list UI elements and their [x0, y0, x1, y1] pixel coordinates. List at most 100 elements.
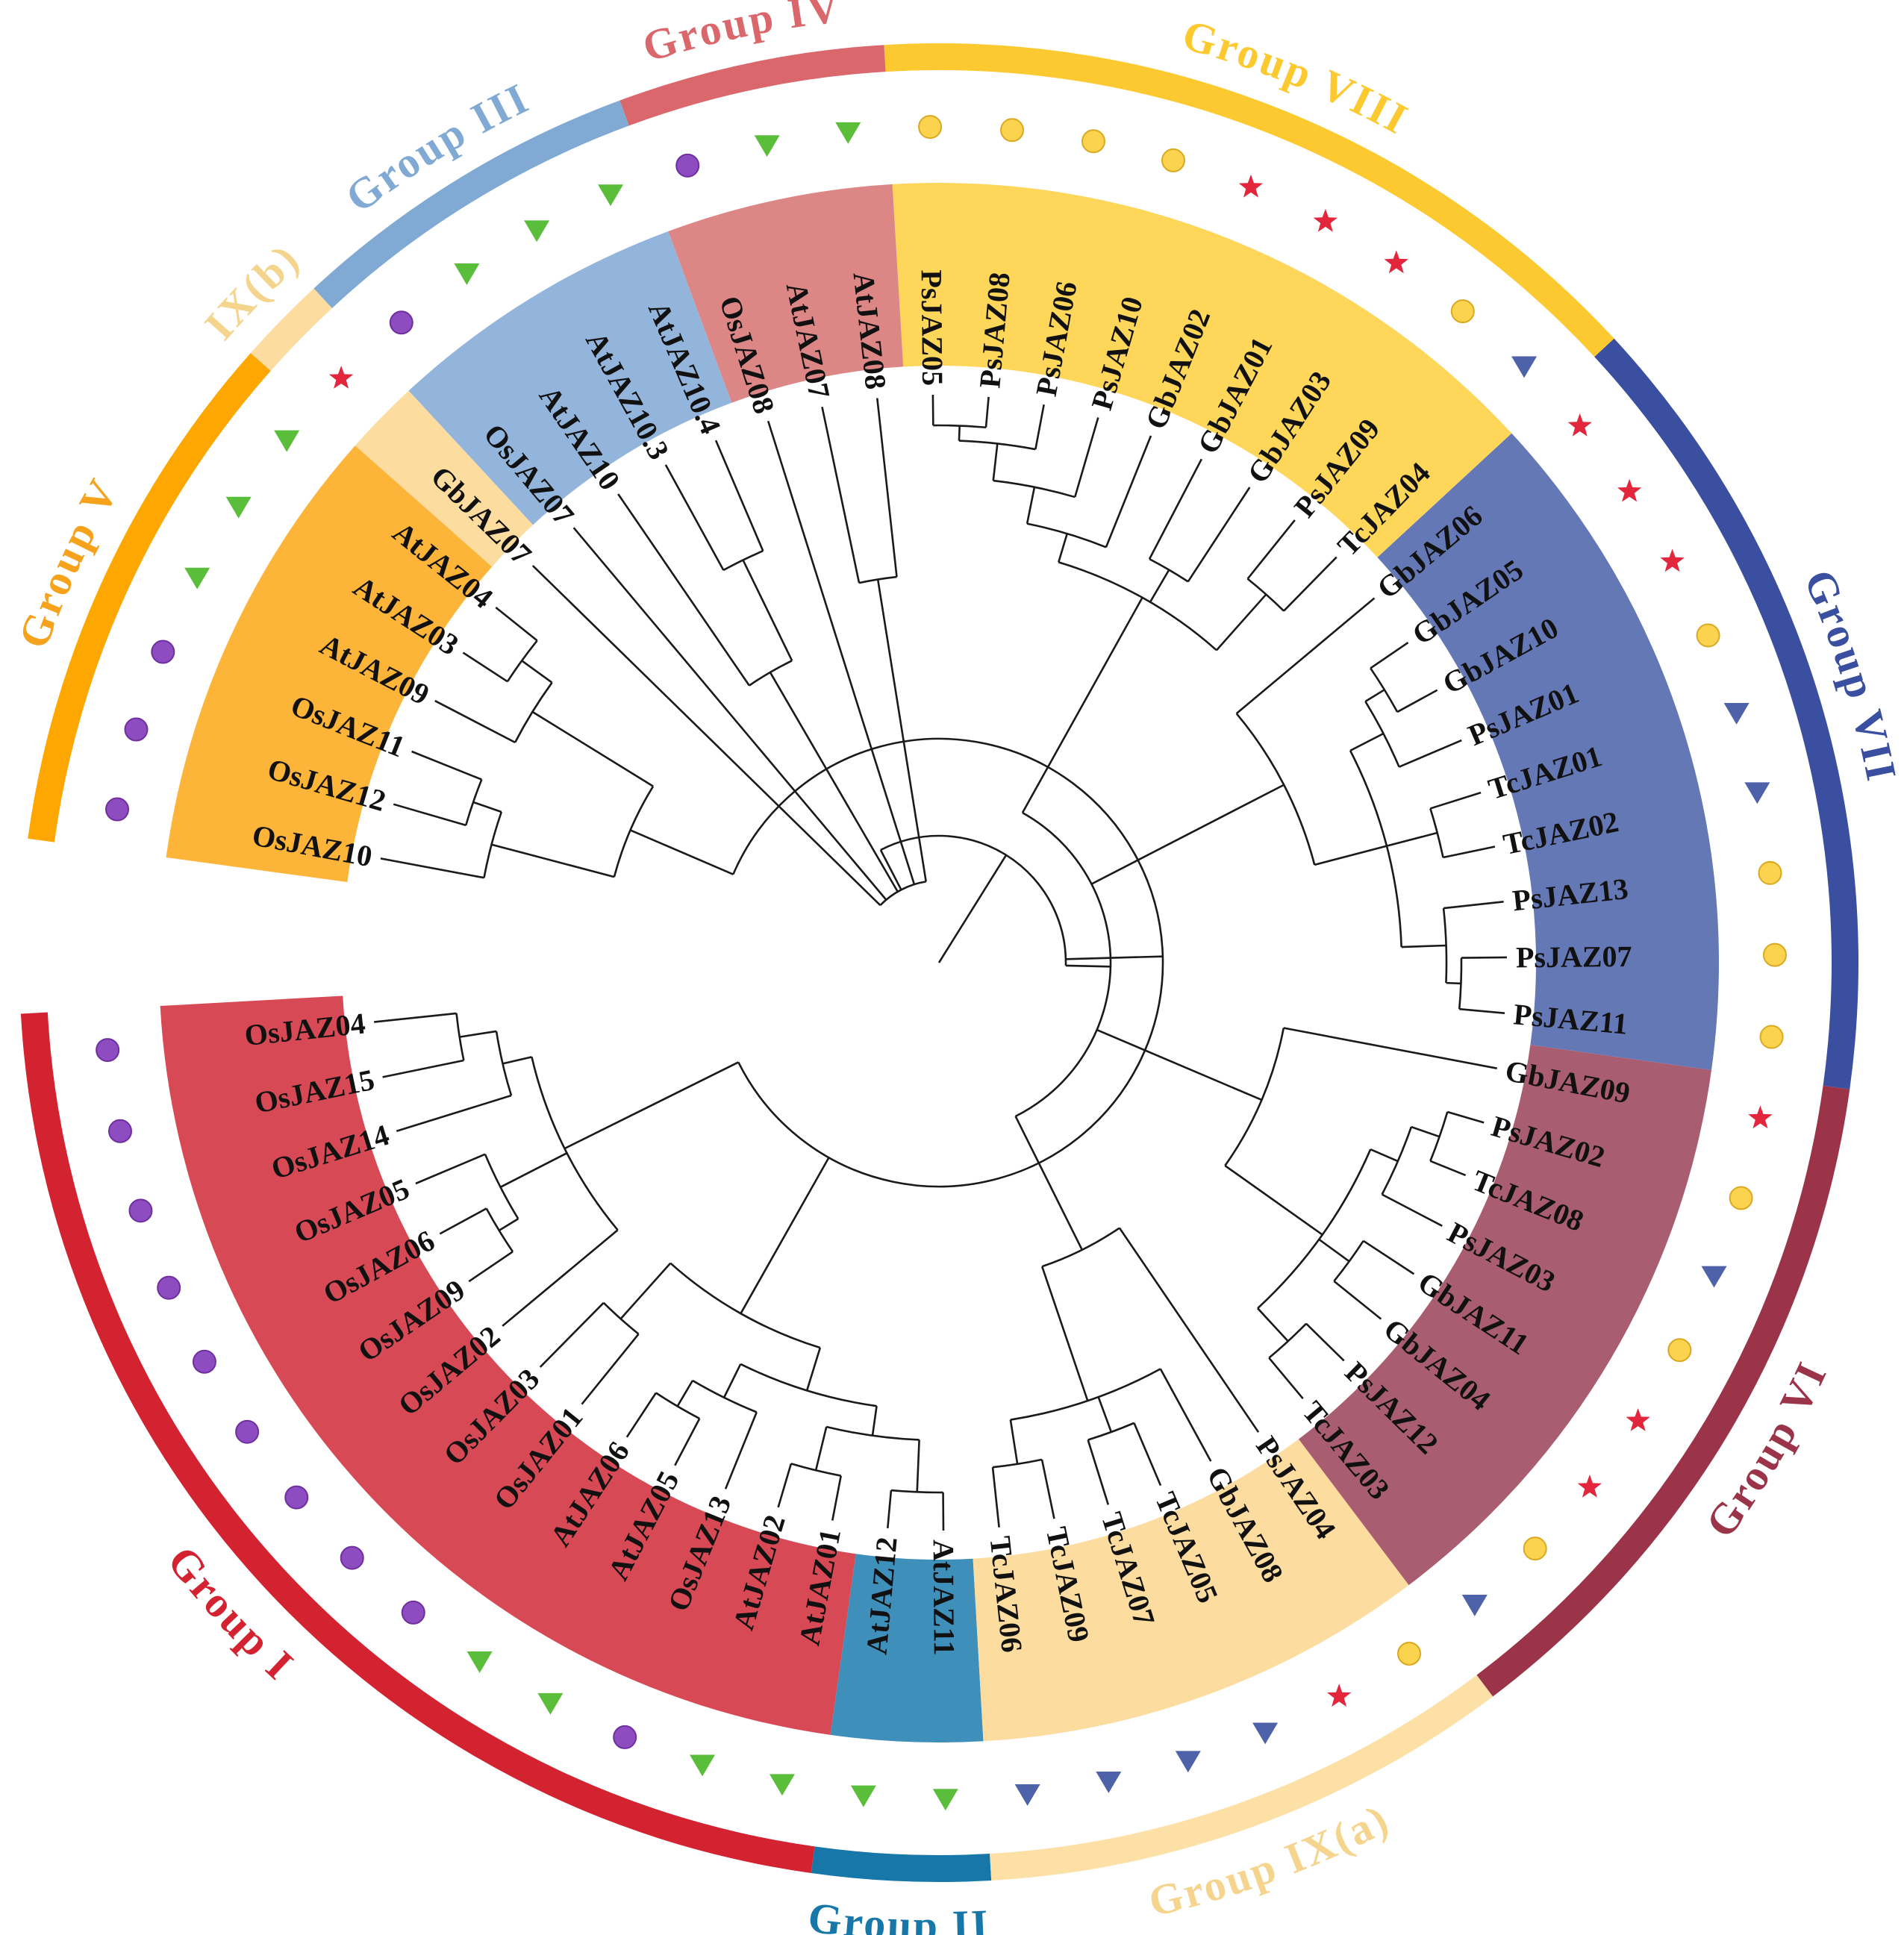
tree-branch	[1040, 1266, 1089, 1401]
tree-branch	[462, 651, 508, 683]
tree-arc	[880, 834, 1067, 966]
marker-circle-purple	[401, 1600, 425, 1625]
tree-arc	[740, 1363, 877, 1407]
marker-circle-purple	[128, 1198, 153, 1223]
tree-branch	[879, 849, 902, 890]
tree-branch	[722, 1363, 742, 1398]
tree-branch	[619, 1262, 672, 1320]
tree-branch	[1058, 533, 1068, 563]
tree-branch	[491, 843, 615, 878]
ring-group-V	[28, 353, 271, 843]
tree-branch	[539, 1301, 605, 1368]
marker-triangle-blue	[1014, 1784, 1040, 1806]
tree-branch	[814, 1426, 828, 1471]
tree-branch	[1443, 901, 1504, 910]
tree-branch	[498, 1218, 519, 1231]
ring-group-I	[20, 1012, 815, 1874]
tree-branch	[1443, 845, 1496, 859]
sector-group-III	[408, 231, 732, 525]
tree-branch	[767, 420, 916, 885]
marker-triangle-green	[835, 122, 861, 144]
marker-circle-purple	[389, 310, 413, 335]
tree-arc	[933, 424, 987, 429]
tree-branch	[1097, 1396, 1113, 1433]
tree-branch	[1065, 955, 1163, 960]
marker-star	[1626, 1408, 1650, 1431]
marker-triangle-blue	[1511, 356, 1538, 378]
tree-branch	[958, 425, 961, 441]
tree-branch	[625, 1392, 657, 1438]
marker-triangle-green	[690, 1754, 716, 1777]
tree-branch	[499, 1174, 525, 1188]
tree-branch	[724, 1411, 758, 1489]
tree-arc	[993, 479, 1076, 498]
tree-branch	[1283, 1027, 1497, 1069]
tree-branch	[531, 565, 881, 907]
tree-arc	[749, 660, 793, 687]
tree-arc	[495, 1031, 513, 1096]
marker-triangle-blue	[1461, 1594, 1488, 1616]
tree-arc	[613, 785, 655, 878]
tree-arc	[1058, 561, 1217, 651]
tree-arc	[1429, 1111, 1449, 1162]
tree-arc	[1149, 557, 1189, 583]
tree-branch	[740, 1157, 830, 1314]
tree-branch	[495, 606, 538, 642]
marker-triangle-green	[225, 496, 252, 519]
tree-branch	[502, 1056, 532, 1065]
ring-group-IV	[619, 45, 886, 126]
tree-branch	[439, 1207, 487, 1235]
tree-branch	[1021, 597, 1143, 813]
tree-branch	[1149, 569, 1170, 603]
tree-branch	[1283, 556, 1338, 612]
tree-branch	[1370, 1148, 1399, 1163]
marker-triangle-green	[598, 184, 624, 207]
marker-circle-yellow	[1729, 1186, 1753, 1210]
tree-branch	[434, 699, 516, 744]
marker-star	[1313, 208, 1338, 232]
tree-arc	[484, 1154, 519, 1219]
marker-circle-yellow	[1450, 299, 1475, 324]
tree-branch	[1087, 1439, 1110, 1505]
tree-branch	[1187, 487, 1251, 583]
marker-star	[1577, 1475, 1602, 1498]
marker-circle-purple	[192, 1349, 216, 1374]
tree-branch	[1333, 1280, 1382, 1320]
marker-triangle-blue	[1175, 1751, 1201, 1773]
marker-star	[1327, 1684, 1352, 1707]
marker-triangle-green	[466, 1651, 493, 1673]
tree-branch	[459, 1030, 497, 1038]
tree-arc	[790, 1463, 841, 1477]
marker-star	[1748, 1105, 1773, 1129]
tree-branch	[411, 750, 482, 781]
tree-branch	[821, 407, 861, 584]
tree-branch	[876, 579, 927, 882]
tree-branch	[664, 464, 725, 571]
sector-group-IV	[668, 184, 904, 403]
tree-branch	[1411, 1125, 1441, 1138]
tree-branch	[991, 1467, 1000, 1528]
ring-group-III	[313, 100, 629, 308]
sector-group-IXa	[973, 1439, 1409, 1742]
marker-triangle-green	[932, 1789, 958, 1811]
sector-group-V	[166, 446, 493, 883]
tree-branch	[769, 672, 899, 893]
marker-circle-yellow	[1759, 1025, 1784, 1049]
tree-branch	[472, 801, 502, 813]
tree-arc	[455, 1013, 465, 1061]
marker-triangle-green	[754, 135, 780, 157]
marker-circle-purple	[340, 1545, 364, 1570]
tree-branch	[1401, 944, 1446, 948]
marker-circle-yellow	[1161, 148, 1185, 172]
tree-branch	[992, 443, 999, 481]
tree-branch	[1459, 1007, 1505, 1014]
tree-branch	[1386, 831, 1438, 847]
leaf-label-layer: OsJAZ04OsJAZ15OsJAZ14OsJAZ05OsJAZ06OsJAZ…	[243, 269, 1633, 1656]
tree-arc	[485, 1207, 514, 1253]
tree-branch	[1461, 956, 1507, 959]
tree-branch	[1399, 739, 1462, 768]
tree-arc	[669, 1262, 821, 1349]
tree-arc	[1268, 1322, 1307, 1359]
tree-arc	[825, 1425, 920, 1441]
tree-arc	[514, 681, 553, 743]
